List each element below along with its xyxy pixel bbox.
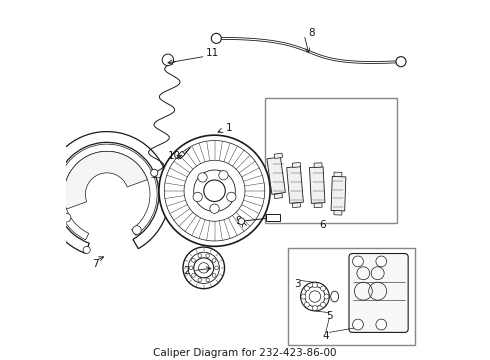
Circle shape [192,258,196,262]
Text: Caliper Diagram for 232-423-86-00: Caliper Diagram for 232-423-86-00 [153,347,337,357]
Bar [266,214,280,221]
Circle shape [206,254,210,257]
Bar [177,151,185,159]
Text: 7: 7 [92,259,99,269]
Circle shape [353,319,364,330]
Circle shape [198,278,202,282]
Bar [288,248,416,345]
Bar [314,203,322,208]
Circle shape [151,169,158,176]
Text: 1: 1 [218,123,232,133]
Bar [293,162,300,167]
Circle shape [324,294,329,299]
Circle shape [83,246,90,253]
Circle shape [376,256,387,267]
Circle shape [320,302,325,307]
Text: 2: 2 [184,266,190,276]
Circle shape [198,254,202,257]
Bar [274,153,283,158]
Bar [287,166,303,203]
Bar [314,163,322,167]
Text: 10: 10 [168,150,181,161]
Circle shape [212,258,216,262]
Wedge shape [57,144,157,240]
Circle shape [227,192,236,202]
Circle shape [313,306,318,311]
Text: 3: 3 [294,279,300,289]
Wedge shape [44,132,170,253]
Text: 6: 6 [319,220,325,230]
Circle shape [162,54,173,66]
Text: 11: 11 [206,48,220,58]
Bar [334,172,342,177]
Bar [334,211,342,215]
Circle shape [183,247,224,289]
Circle shape [211,33,221,43]
Circle shape [159,135,270,246]
Ellipse shape [331,291,339,302]
Circle shape [133,226,141,234]
Circle shape [206,278,210,282]
Circle shape [238,218,245,225]
Circle shape [304,286,309,291]
Circle shape [198,173,207,182]
Circle shape [376,319,387,330]
Bar [274,193,283,199]
Circle shape [212,274,216,277]
Circle shape [189,266,193,270]
Text: 5: 5 [326,311,333,321]
Bar [293,203,300,208]
Circle shape [215,266,219,270]
Wedge shape [64,151,147,209]
Circle shape [193,192,202,202]
Text: 9: 9 [236,216,242,226]
Circle shape [304,302,309,307]
Bar [267,157,285,194]
Circle shape [320,286,325,291]
Circle shape [210,204,219,213]
Circle shape [353,256,364,267]
Text: 4: 4 [322,331,329,341]
Bar [310,167,325,203]
Bar [331,176,346,211]
Text: 8: 8 [308,28,315,38]
FancyBboxPatch shape [349,253,408,332]
Circle shape [396,57,406,67]
Circle shape [313,283,318,288]
Circle shape [192,274,196,277]
Bar [265,98,397,223]
Circle shape [219,171,228,180]
Circle shape [300,282,329,311]
Circle shape [301,294,306,299]
Circle shape [62,213,71,222]
